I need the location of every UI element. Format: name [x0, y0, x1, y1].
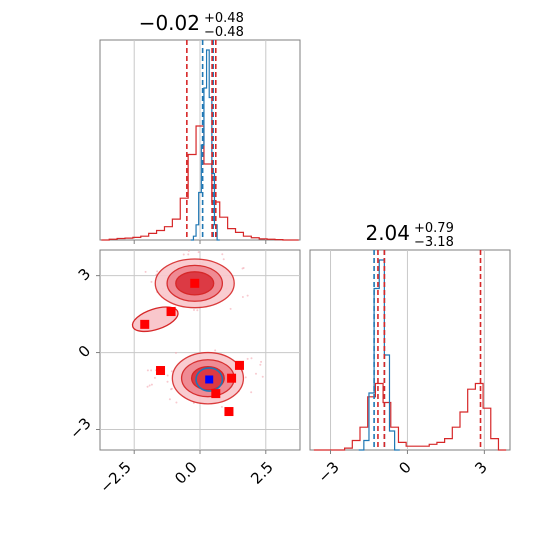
red-square-marker	[227, 373, 237, 383]
marginal-x-quantile-lines	[186, 40, 217, 240]
marginal-y-blue-histogram	[358, 259, 400, 451]
marginal-y-xtick-label: −3	[314, 458, 342, 486]
marginal-y-xtick-label: 3	[471, 458, 490, 477]
marginal-y-quantile-lines	[373, 250, 482, 450]
scatter-point	[187, 249, 190, 252]
red-square-marker	[140, 319, 150, 329]
red-square-marker	[166, 307, 176, 317]
scatter-point	[150, 383, 153, 386]
marginal-y-panel: 2.04 +0.79 −3.18 −3 0 3	[309, 221, 511, 486]
scatter-point	[168, 398, 171, 401]
scatter-point	[246, 357, 249, 360]
marginal-y-title-upper: +0.79	[414, 221, 454, 236]
red-square-marker	[156, 366, 166, 376]
marginal-x-panel: −0.02 +0.48 −0.48	[99, 11, 301, 244]
red-square-marker	[224, 407, 234, 417]
scatter-point	[166, 374, 169, 377]
scatter-point	[153, 376, 156, 379]
red-square-marker	[234, 360, 244, 370]
scatter-point	[146, 385, 149, 388]
scatter-point	[197, 251, 200, 254]
joint-contours	[131, 258, 245, 405]
scatter-point	[187, 253, 190, 256]
scatter-point	[174, 351, 177, 354]
marginal-y-red-histogram	[313, 382, 507, 451]
scatter-point	[261, 375, 264, 378]
joint-ytick-label: 3	[75, 265, 94, 284]
scatter-point	[214, 349, 217, 352]
scatter-point	[175, 401, 178, 404]
joint-xtick-label: −2.5	[96, 458, 134, 496]
scatter-point	[222, 258, 225, 261]
marginal-x-red-histogram	[101, 125, 299, 241]
scatter-point	[148, 384, 151, 387]
marginal-y-grid	[330, 250, 485, 450]
scatter-point	[221, 253, 224, 256]
scatter-point	[170, 370, 173, 373]
marginal-y-xtick-label: 0	[395, 458, 414, 477]
marginal-x-blue-histogram	[190, 49, 220, 241]
scatter-point	[250, 357, 253, 360]
marginal-x-title-lower: −0.48	[204, 25, 244, 40]
scatter-point	[229, 307, 232, 310]
scatter-point	[242, 266, 245, 269]
blue-square-marker	[205, 375, 214, 384]
scatter-point	[260, 360, 263, 363]
scatter-point	[166, 380, 169, 383]
marginal-y-title-lower: −3.18	[414, 235, 454, 250]
scatter-point	[244, 376, 247, 379]
marginal-y-frame	[309, 249, 511, 451]
reference-contour	[195, 367, 224, 392]
red-square-marker	[211, 389, 221, 399]
scatter-point	[220, 405, 223, 408]
scatter-point	[170, 388, 173, 391]
marginal-y-title-value: 2.04	[365, 221, 410, 245]
marginal-y-ticks	[330, 450, 485, 454]
marginal-x-title-value: −0.02	[139, 11, 200, 35]
marginal-x-grid	[133, 40, 267, 244]
scatter-point	[146, 369, 149, 372]
scatter-point	[182, 253, 185, 256]
joint-ytick-label: −3	[66, 414, 94, 442]
joint-ytick-label: 0	[75, 342, 94, 361]
scatter-point	[144, 270, 147, 273]
joint-xtick-label: 0.0	[171, 458, 201, 488]
marginal-x-title-upper: +0.48	[204, 11, 244, 26]
scatter-point	[192, 309, 195, 312]
scatter-point	[241, 296, 244, 299]
scatter-point	[150, 280, 153, 283]
scatter-point	[196, 309, 199, 312]
joint-ticks	[96, 275, 267, 454]
scatter-point	[259, 363, 262, 366]
joint-panel: −2.5 0.0 2.5 3 0 −3	[66, 249, 301, 497]
scatter-point	[250, 391, 253, 394]
scatter-point	[254, 372, 257, 375]
red-square-marker	[190, 278, 200, 288]
scatter-point	[150, 369, 153, 372]
scatter-point	[246, 294, 249, 297]
scatter-point	[156, 270, 159, 273]
joint-xtick-label: 2.5	[247, 458, 277, 488]
joint-markers	[140, 278, 244, 417]
